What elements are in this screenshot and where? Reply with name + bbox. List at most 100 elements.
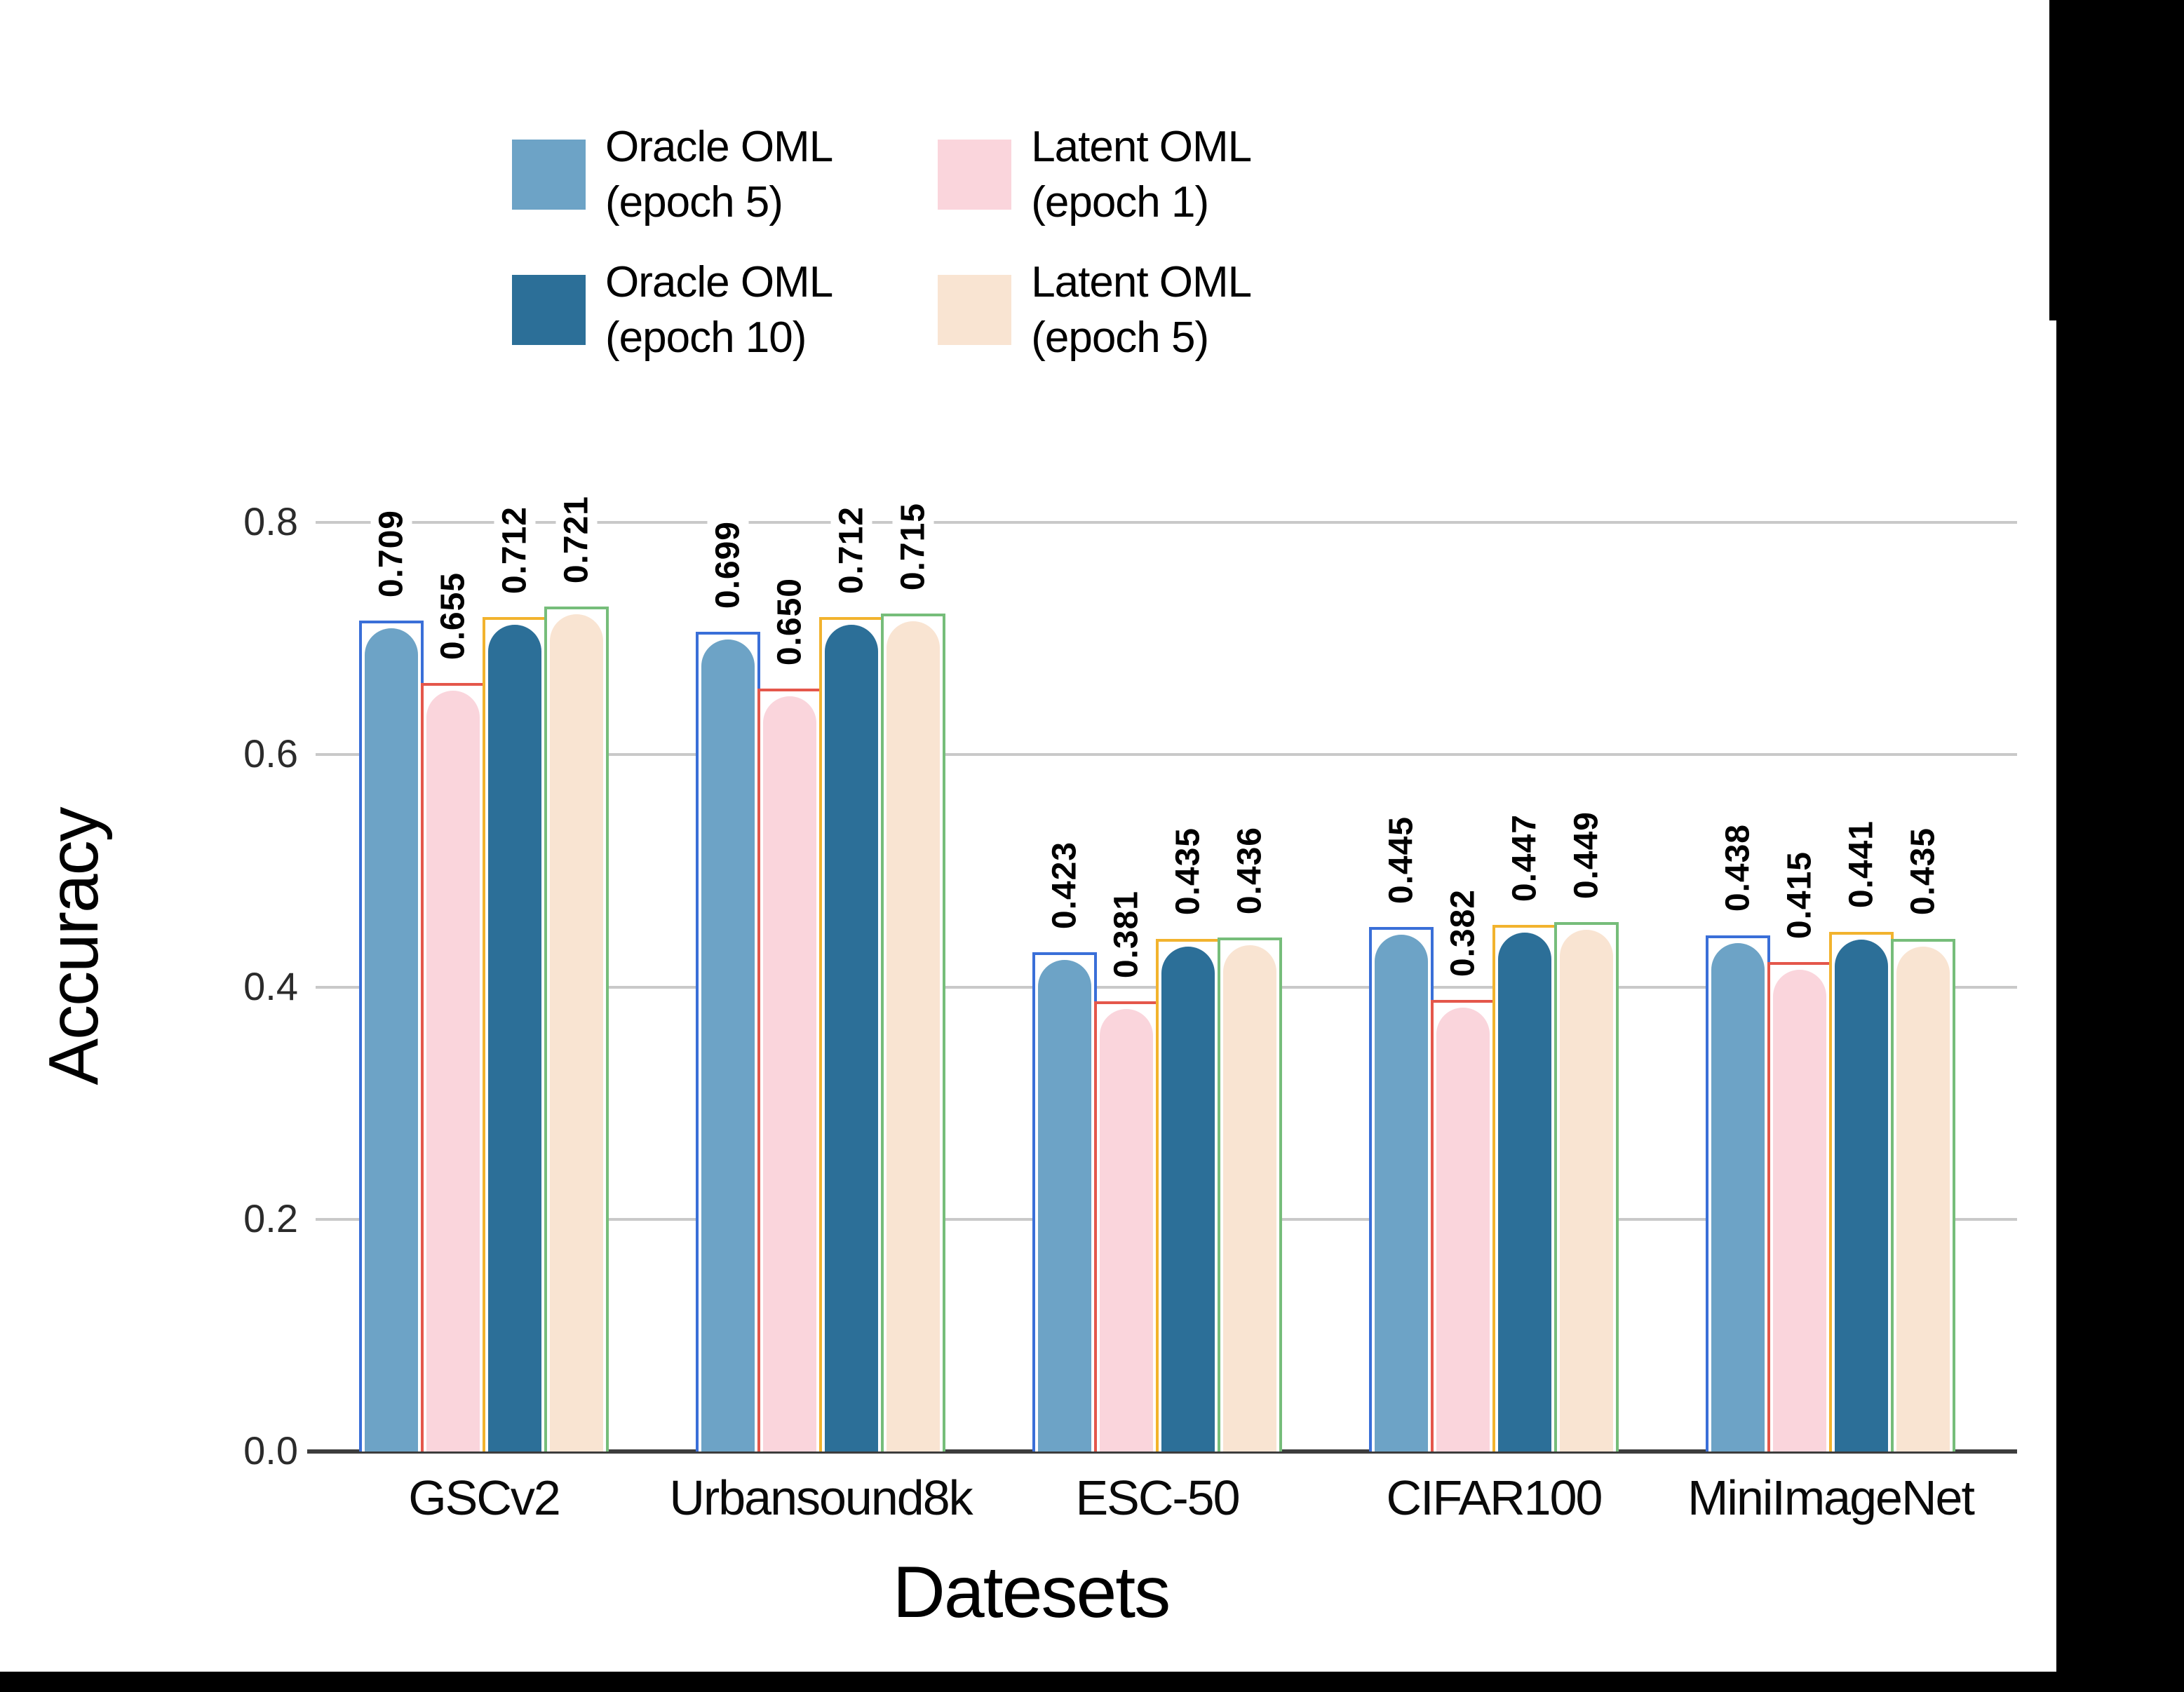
x-axis-tick-label: MiniImageNet (1687, 1470, 1975, 1525)
bar: 0.721 (544, 489, 609, 1451)
bar: 0.709 (359, 503, 424, 1451)
legend-color-swatch (938, 275, 1012, 346)
x-axis-tick-label: CIFAR100 (1386, 1470, 1603, 1525)
gridline (316, 753, 2017, 757)
bar: 0.435 (1156, 822, 1220, 1451)
bar-fill (426, 691, 480, 1451)
bar-fill (550, 614, 603, 1451)
bar: 0.445 (1369, 810, 1434, 1451)
bar-group: 0.445 0.382 0.447 0.449 (1326, 435, 1662, 1451)
bar-fill (1896, 946, 1950, 1451)
bar-value-label: 0.435 (1902, 822, 1944, 921)
bar-value-label: 0.423 (1044, 836, 1086, 935)
bar-fill (1711, 942, 1765, 1451)
bar: 0.650 (757, 572, 822, 1451)
bar-fill (701, 639, 755, 1451)
bar: 0.447 (1492, 808, 1557, 1451)
bar-fill (763, 696, 816, 1451)
legend-item: Latent OML (epoch 1) (938, 119, 1252, 231)
bar-fill (1038, 960, 1091, 1451)
bar-fill (1223, 945, 1276, 1451)
bar-group: 0.699 0.650 0.712 0.715 (652, 435, 989, 1451)
bar: 0.436 (1218, 820, 1282, 1451)
bar-value-label: 0.447 (1504, 808, 1546, 907)
bar-value-label: 0.441 (1840, 815, 1882, 914)
bar-value-label: 0.721 (555, 489, 598, 589)
black-frame-top-right (2049, 0, 2184, 320)
y-axis-tick-label: 0.0 (243, 1428, 298, 1473)
bar-fill (1161, 946, 1215, 1451)
bar: 0.382 (1431, 884, 1495, 1451)
bar: 0.712 (819, 500, 884, 1451)
bar-value-label: 0.438 (1717, 818, 1759, 918)
legend-item: Oracle OML (epoch 10) (512, 255, 833, 366)
bar: 0.655 (421, 567, 485, 1451)
bar-fill (825, 624, 878, 1451)
bar-value-label: 0.436 (1229, 820, 1271, 920)
bar-value-label: 0.435 (1167, 822, 1209, 921)
bar-value-label: 0.715 (892, 496, 934, 596)
x-axis-tick-labels: GSCv2 Urbansound8k ESC-50 CIFAR100 MiniImage… (316, 1470, 1999, 1526)
bar: 0.712 (483, 500, 547, 1451)
bar: 0.441 (1829, 815, 1894, 1451)
bar-value-label: 0.382 (1442, 884, 1484, 983)
bar-value-label: 0.445 (1380, 810, 1422, 909)
bar: 0.423 (1032, 836, 1097, 1451)
legend-item: Oracle OML (epoch 5) (512, 119, 833, 231)
bar-value-label: 0.699 (707, 515, 749, 615)
bar-value-label: 0.415 (1779, 845, 1821, 945)
bar-value-label: 0.712 (830, 500, 872, 600)
bar-value-label: 0.381 (1105, 884, 1147, 984)
black-frame-bottom-bar (0, 1672, 2184, 1692)
bar-value-label: 0.650 (769, 572, 811, 672)
x-axis-tick-label: GSCv2 (408, 1470, 561, 1525)
x-axis-tick-label: Urbansound8k (669, 1470, 973, 1525)
gridline (316, 521, 2017, 524)
chart-legend: Oracle OML (epoch 5) Latent OML (epoch 1) Or… (512, 119, 1252, 366)
bar-fill (488, 624, 541, 1451)
bar-group: 0.423 0.381 0.435 0.436 (989, 435, 1326, 1451)
bar-groups: 0.709 0.655 0.712 0.721 0.699 0.650 0.712 0.715… (316, 435, 1999, 1451)
legend-label: Latent OML (epoch 5) (1031, 257, 1252, 363)
bar: 0.435 (1891, 822, 1955, 1451)
legend-color-swatch (512, 275, 586, 346)
bar-value-label: 0.709 (370, 503, 412, 603)
bar: 0.715 (881, 496, 945, 1451)
legend-color-swatch (938, 140, 1012, 210)
bar: 0.449 (1554, 806, 1619, 1451)
x-axis-baseline (307, 1449, 2017, 1454)
y-axis-title: Accuracy (34, 808, 113, 1085)
bar-group: 0.438 0.415 0.441 0.435 (1662, 435, 1999, 1451)
y-axis-tick-label: 0.8 (243, 499, 298, 543)
bar-group: 0.709 0.655 0.712 0.721 (316, 435, 652, 1451)
bar-fill (1436, 1008, 1490, 1451)
bar-fill (1375, 934, 1428, 1451)
bar-value-label: 0.712 (494, 500, 536, 600)
bar-fill (1498, 932, 1551, 1451)
bar: 0.699 (696, 515, 760, 1451)
legend-label: Oracle OML (epoch 5) (605, 123, 833, 227)
bar: 0.381 (1094, 884, 1159, 1451)
legend-label: Oracle OML (epoch 10) (605, 257, 833, 363)
legend-item: Latent OML (epoch 5) (938, 255, 1252, 366)
bar: 0.438 (1706, 818, 1770, 1451)
bar-fill (1773, 969, 1826, 1451)
black-frame-right-sidebar (2056, 320, 2184, 1692)
bar-fill (1560, 930, 1613, 1451)
legend-label: Latent OML (epoch 1) (1031, 123, 1252, 227)
y-axis-tick-label: 0.4 (243, 963, 298, 1008)
bar-fill (365, 628, 418, 1451)
y-axis-tick-label: 0.2 (243, 1196, 298, 1240)
bar-fill (1100, 1008, 1153, 1451)
legend-color-swatch (512, 140, 586, 210)
bar-value-label: 0.449 (1565, 806, 1607, 905)
bar-value-label: 0.655 (432, 567, 474, 666)
bar: 0.415 (1767, 845, 1832, 1451)
bar-fill (887, 621, 940, 1451)
y-axis-tick-label: 0.6 (243, 731, 298, 776)
bar-fill (1835, 939, 1888, 1451)
x-axis-tick-label: ESC-50 (1075, 1470, 1240, 1525)
x-axis-title: Datesets (892, 1552, 1171, 1633)
plot-area: 0.709 0.655 0.712 0.721 0.699 0.650 0.712 0.715… (307, 435, 2017, 1525)
